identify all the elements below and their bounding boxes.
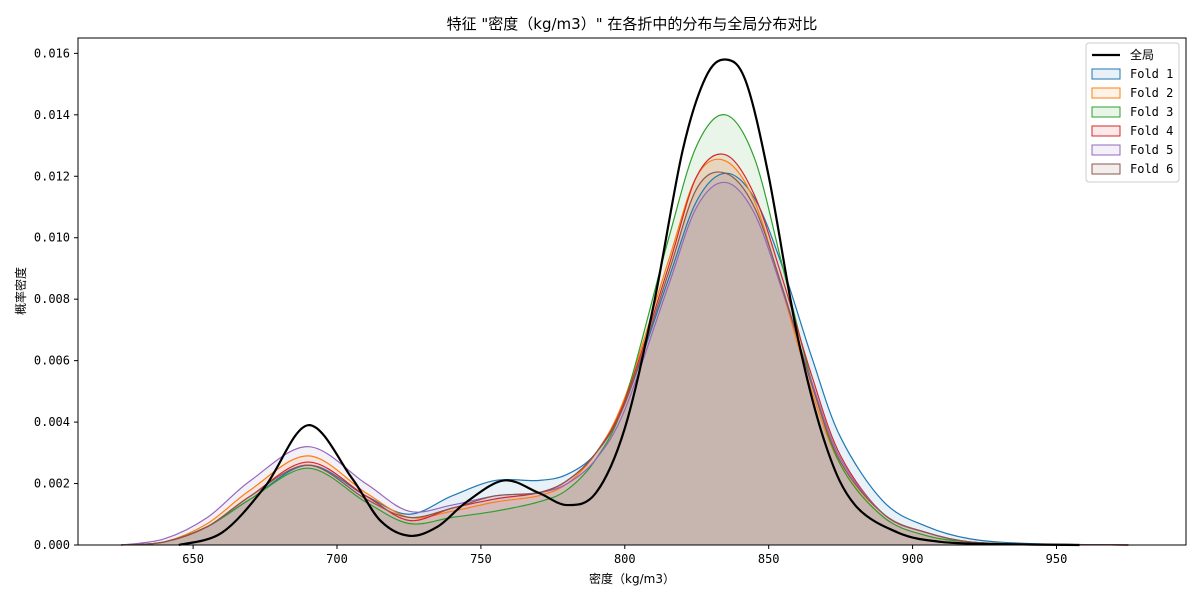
fold-3-curve	[121, 114, 1129, 546]
x-tick-label: 850	[758, 552, 780, 566]
axes: 650 700 750 800 850 900 950 0.000 0.002 0.004 0.00…	[34, 37, 1187, 566]
legend-swatch-fold-5	[1091, 144, 1121, 156]
x-axis-label: 密度（kg/m3）	[589, 571, 675, 586]
y-tick-label: 0.012	[34, 169, 70, 183]
y-tick-label: 0.000	[34, 538, 70, 552]
series-lines	[121, 58, 1129, 547]
fold-1-area	[121, 173, 1129, 546]
series-fills	[121, 114, 1129, 546]
legend-swatch-fold-1	[1091, 68, 1121, 80]
plot-frame	[77, 37, 1187, 546]
fold-2-area	[121, 159, 1129, 545]
legend: 全局 Fold 1 Fold 2 Fold 3 Fold 4 Fold 5 Fold 6	[1085, 42, 1180, 183]
fold-3-area	[121, 114, 1129, 546]
fold-6-area	[121, 171, 1129, 546]
legend-label-fold-6: Fold 6	[1130, 162, 1173, 176]
y-tick-label: 0.014	[34, 108, 70, 122]
chart-title: 特征 "密度（kg/m3）" 在各折中的分布与全局分布对比	[447, 15, 818, 33]
fold-4-area	[121, 153, 1129, 545]
legend-swatch-fold-4	[1091, 125, 1121, 137]
y-tick-label: 0.010	[34, 231, 70, 245]
x-tick-label: 950	[1046, 552, 1068, 566]
y-tick-label: 0.006	[34, 354, 70, 368]
legend-label-fold-4: Fold 4	[1130, 124, 1173, 138]
y-tick-label: 0.004	[34, 415, 70, 429]
y-tick-label: 0.008	[34, 292, 70, 306]
legend-label-fold-5: Fold 5	[1130, 143, 1173, 157]
y-tick-label: 0.002	[34, 477, 70, 491]
legend-swatch-fold-6	[1091, 163, 1121, 175]
legend-label-fold-2: Fold 2	[1130, 86, 1173, 100]
legend-label-fold-1: Fold 1	[1130, 67, 1173, 81]
y-tick-label: 0.016	[34, 46, 70, 60]
x-tick-label: 800	[614, 552, 636, 566]
x-tick-label: 700	[326, 552, 348, 566]
y-axis-label: 概率密度	[13, 267, 28, 315]
x-tick-label: 750	[470, 552, 492, 566]
x-tick-label: 650	[182, 552, 204, 566]
fold-5-area	[121, 182, 1129, 545]
legend-label-global: 全局	[1130, 47, 1154, 62]
x-tick-label: 900	[902, 552, 924, 566]
legend-swatch-fold-3	[1091, 106, 1121, 118]
legend-swatch-fold-2	[1091, 87, 1121, 99]
legend-box	[1085, 42, 1180, 183]
legend-label-fold-3: Fold 3	[1130, 105, 1173, 119]
global-curve	[178, 58, 1080, 547]
